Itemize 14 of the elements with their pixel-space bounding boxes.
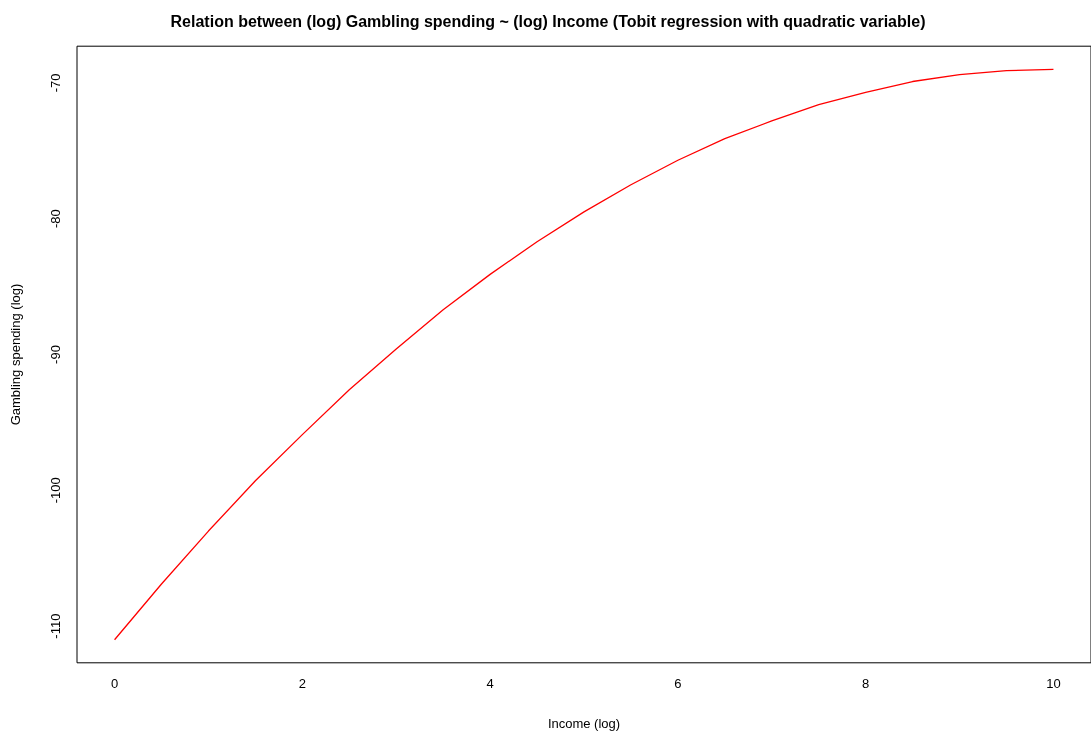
x-tick-label: 0	[110, 676, 119, 692]
y-tick-label: -100	[48, 477, 64, 504]
x-tick-label: 2	[298, 676, 306, 692]
y-tick-label: -90	[48, 345, 64, 364]
x-axis-title: Income (log)	[547, 715, 621, 731]
y-axis-title: Gambling spending (log)	[8, 283, 24, 426]
chart-title: Relation between (log) Gambling spending ~ (log) Income (Tobit regression with quadratic variable)	[170, 13, 926, 31]
x-tick-label: 8	[862, 676, 870, 692]
x-tick-label: 4	[486, 676, 494, 692]
y-tick-label: -70	[48, 73, 64, 93]
y-tick-label: -80	[48, 209, 64, 229]
x-tick-label: 10	[1046, 676, 1061, 692]
y-tick-label: -110	[48, 613, 64, 639]
x-tick-label: 6	[674, 676, 682, 692]
